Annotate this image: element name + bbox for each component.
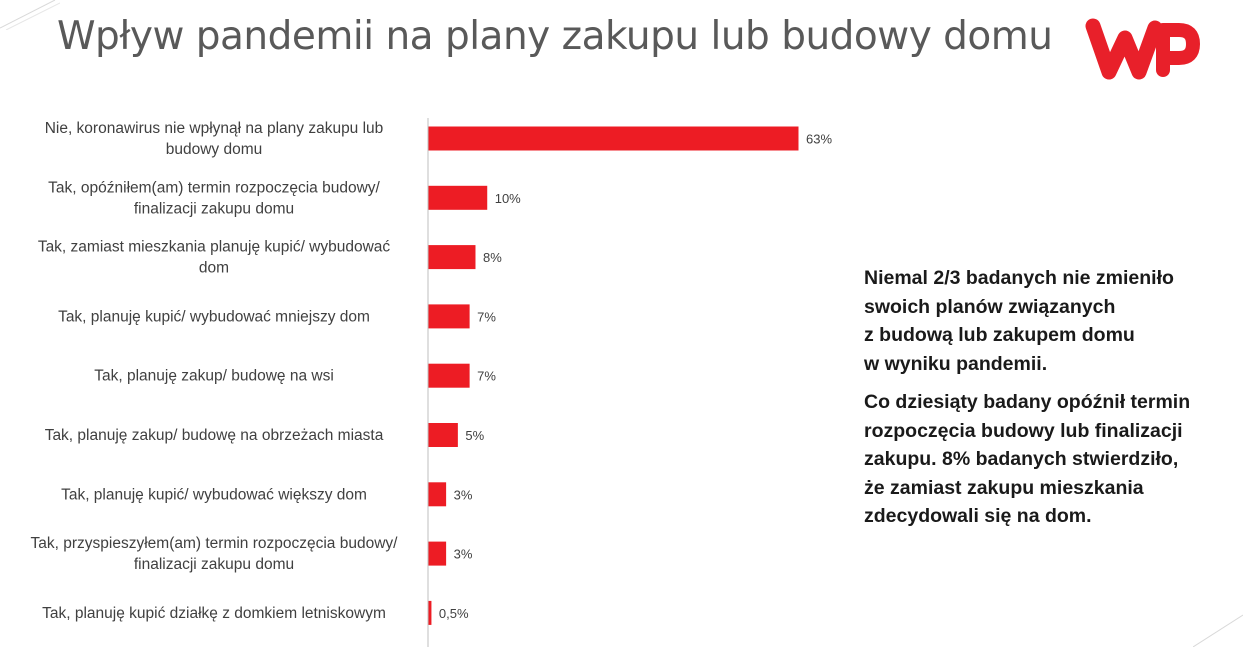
category-label-line: finalizacji zakupu domu	[134, 200, 294, 217]
data-label: 3%	[454, 547, 473, 562]
corner-decoration-bottom	[1193, 614, 1243, 647]
corner-decoration	[0, 0, 60, 30]
category-label-line: Tak, planuję kupić działkę z domkiem let…	[42, 605, 386, 622]
note-2: Co dziesiąty badany opóźnił termin rozpo…	[864, 388, 1239, 531]
category-label-line: dom	[199, 260, 229, 277]
note-line: zakupu. 8% badanych stwierdziło,	[864, 448, 1179, 470]
bar	[428, 185, 488, 210]
data-label: 8%	[483, 250, 502, 265]
data-label: 10%	[495, 191, 521, 206]
data-label: 63%	[806, 132, 832, 147]
category-label: Tak, planuję kupić/ wybudować większy do…	[61, 486, 367, 503]
wp-logo	[1085, 18, 1200, 80]
category-label: Tak, planuję zakup/ budowę na obrzeżach …	[45, 427, 384, 444]
data-label: 7%	[477, 369, 496, 384]
category-label-line: Tak, planuję zakup/ budowę na obrzeżach …	[45, 427, 384, 444]
category-label: Tak, opóźniłem(am) termin rozpoczęcia bu…	[48, 179, 380, 217]
data-label: 0,5%	[439, 606, 469, 621]
note-line: w wyniku pandemii.	[864, 352, 1048, 375]
category-label-line: Tak, zamiast mieszkania planuję kupić/ w…	[38, 239, 391, 256]
note-line: z budową lub zakupem domu	[864, 324, 1135, 346]
notes-panel: Niemal 2/3 badanych nie zmieniło swoich …	[864, 264, 1239, 541]
bar	[428, 600, 432, 625]
note-line: zdecydowali się na dom.	[864, 505, 1092, 527]
category-label: Tak, zamiast mieszkania planuję kupić/ w…	[38, 239, 391, 277]
bar	[428, 541, 447, 566]
note-line: Co dziesiąty badany opóźnił termin	[864, 391, 1191, 413]
bar	[428, 126, 799, 151]
category-label-line: finalizacji zakupu domu	[134, 556, 294, 573]
category-label-line: budowy domu	[166, 141, 263, 158]
bar	[428, 363, 470, 388]
data-label: 7%	[477, 309, 496, 324]
note-line: rozpoczęcia budowy lub finalizacji	[864, 419, 1183, 442]
page-title: Wpływ pandemii na plany zakupu lub budow…	[57, 14, 1053, 59]
category-label-line: Nie, koronawirus nie wpłynął na plany za…	[45, 120, 384, 137]
bar	[428, 304, 470, 329]
category-label-line: Tak, planuję kupić/ wybudować mniejszy d…	[58, 308, 370, 325]
category-label: Tak, planuję kupić/ wybudować mniejszy d…	[58, 308, 370, 325]
note-line: swoich planów związanych	[864, 295, 1116, 318]
note-line: że zamiast zakupu mieszkania	[864, 476, 1144, 499]
category-label-line: Tak, planuję zakup/ budowę na wsi	[94, 368, 334, 385]
category-label: Tak, planuję zakup/ budowę na wsi	[94, 368, 334, 385]
data-label: 5%	[465, 428, 484, 443]
category-label: Tak, przyspieszyłem(am) termin rozpoczęc…	[31, 535, 399, 573]
category-label-line: Tak, opóźniłem(am) termin rozpoczęcia bu…	[48, 179, 380, 196]
bar	[428, 482, 447, 507]
note-line: Niemal 2/3 badanych nie zmieniło	[864, 267, 1174, 289]
category-label-line: Tak, przyspieszyłem(am) termin rozpoczęc…	[31, 535, 399, 552]
category-label: Tak, planuję kupić działkę z domkiem let…	[42, 605, 386, 622]
bar	[428, 423, 458, 447]
bar	[428, 245, 476, 270]
category-label: Nie, koronawirus nie wpłynął na plany za…	[45, 120, 384, 158]
note-1: Niemal 2/3 badanych nie zmieniło swoich …	[864, 264, 1239, 378]
category-label-line: Tak, planuję kupić/ wybudować większy do…	[61, 486, 367, 503]
data-label: 3%	[454, 487, 473, 502]
